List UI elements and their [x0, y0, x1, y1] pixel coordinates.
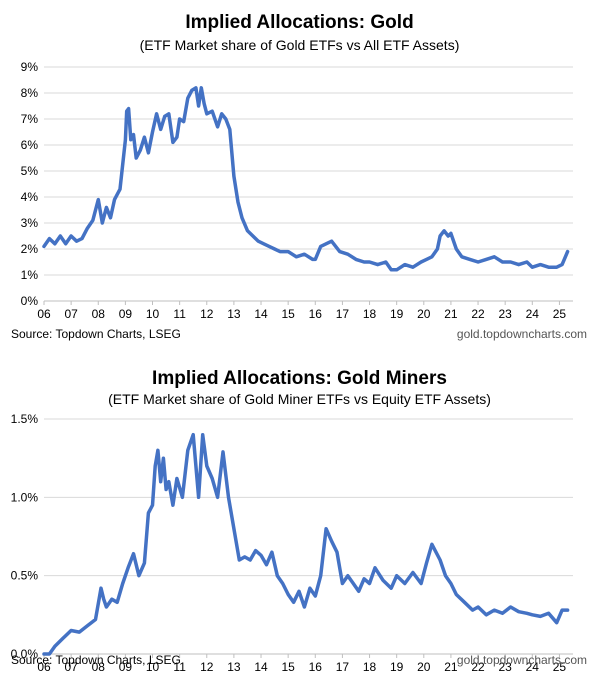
x-tick-label: 14: [254, 660, 268, 674]
y-tick-label: 7%: [21, 112, 39, 126]
gold-miners-allocation-chart: Implied Allocations: Gold Miners (ETF Ma…: [0, 362, 599, 697]
y-tick-label: 4%: [21, 190, 39, 204]
x-tick-label: 13: [227, 307, 241, 321]
y-tick-label: 2%: [21, 242, 39, 256]
x-tick-label: 18: [363, 660, 377, 674]
x-tick-label: 11: [173, 307, 186, 321]
x-tick-label: 15: [281, 307, 295, 321]
gold-allocation-plot: 0% 1% 2% 3% 4% 5% 6% 7% 8% 9% 06 07 08 09 10 11 12 13 14 15…: [21, 60, 573, 321]
x-tick-label: 16: [309, 307, 323, 321]
x-tick-label: 15: [281, 660, 295, 674]
x-tick-label: 14: [254, 307, 268, 321]
x-tick-label: 10: [146, 307, 160, 321]
x-tick-label: 24: [526, 307, 540, 321]
chart-subtitle: (ETF Market share of Gold ETFs vs All ET…: [139, 37, 460, 53]
x-tick-label: 23: [498, 307, 512, 321]
x-tick-label: 08: [92, 307, 106, 321]
chart-title: Implied Allocations: Gold Miners: [152, 368, 447, 389]
x-tick-label: 19: [390, 307, 404, 321]
y-tick-label: 1%: [21, 268, 39, 282]
series-line: [42, 86, 570, 272]
y-tick-label: 3%: [21, 216, 39, 230]
x-tick-label: 20: [417, 660, 431, 674]
gold-allocation-chart: Implied Allocations: Gold (ETF Market sh…: [0, 0, 599, 348]
x-tick-label: 07: [64, 660, 78, 674]
y-tick-label: 6%: [21, 138, 39, 152]
x-tick-label: 12: [200, 307, 214, 321]
x-tick-label: 09: [119, 660, 133, 674]
x-tick-label: 06: [37, 307, 51, 321]
chart-title: Implied Allocations: Gold: [185, 12, 414, 33]
y-tick-label: 5%: [21, 164, 39, 178]
chart-source: Source: Topdown Charts, LSEG: [11, 653, 181, 667]
chart-subtitle: (ETF Market share of Gold Miner ETFs vs …: [108, 391, 491, 407]
x-tick-label: 22: [471, 660, 485, 674]
y-tick-label: 9%: [21, 60, 39, 74]
x-tick-label: 16: [309, 660, 323, 674]
x-tick-label: 10: [146, 660, 160, 674]
x-tick-label: 24: [526, 660, 540, 674]
gold-miners-allocation-plot: 0.0% 0.5% 1.0% 1.5% 06 07 08 09 10 11 12 13 14 15 16 17…: [11, 412, 573, 674]
x-tick-label: 17: [336, 660, 350, 674]
x-tick-label: 11: [173, 660, 186, 674]
x-tick-label: 06: [37, 660, 51, 674]
x-tick-label: 21: [444, 660, 458, 674]
x-tick-label: 08: [92, 660, 106, 674]
x-tick-label: 21: [444, 307, 458, 321]
x-tick-label: 09: [119, 307, 133, 321]
x-tick-label: 23: [498, 660, 512, 674]
y-tick-label: 0.5%: [11, 569, 39, 583]
x-tick-label: 25: [553, 307, 567, 321]
x-tick-label: 20: [417, 307, 431, 321]
x-tick-label: 17: [336, 307, 350, 321]
y-tick-label: 1.0%: [11, 490, 39, 504]
x-tick-label: 13: [227, 660, 241, 674]
y-tick-label: 0%: [21, 294, 39, 308]
x-tick-label: 18: [363, 307, 377, 321]
chart-source: Source: Topdown Charts, LSEG: [11, 327, 181, 341]
x-tick-label: 07: [64, 307, 78, 321]
y-tick-label: 8%: [21, 86, 39, 100]
x-tick-label: 19: [390, 660, 404, 674]
chart-site: gold.topdowncharts.com: [456, 653, 587, 667]
y-tick-label: 1.5%: [11, 412, 39, 426]
chart-site: gold.topdowncharts.com: [456, 327, 587, 341]
x-tick-label: 22: [471, 307, 485, 321]
series-line: [42, 432, 570, 656]
y-tick-label: 0.0%: [11, 647, 39, 661]
x-tick-label: 12: [200, 660, 214, 674]
x-tick-label: 25: [553, 660, 567, 674]
